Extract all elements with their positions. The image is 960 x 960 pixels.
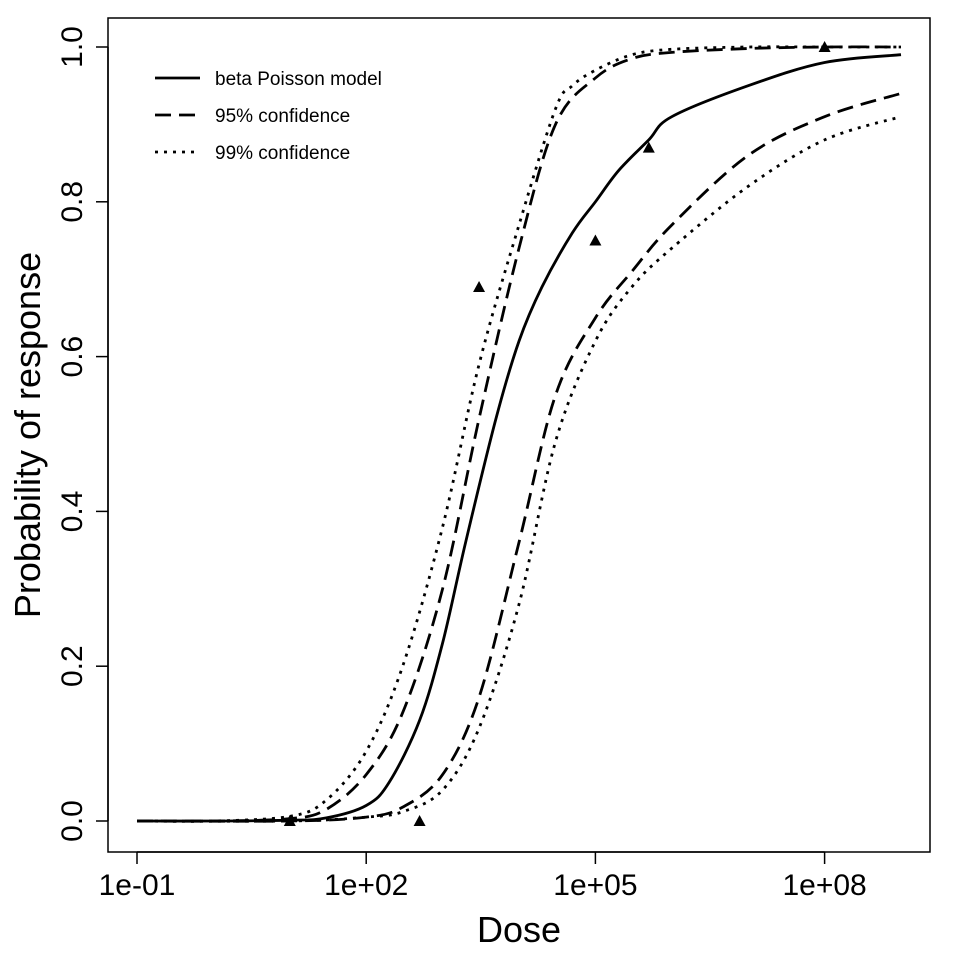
y-tick-label: 0.4 [56,491,89,533]
series-line-solid [136,53,902,823]
data-point-triangle [473,280,486,292]
series-line-dotted [136,45,901,823]
legend-label: beta Poisson model [215,69,382,90]
y-axis-title: Probability of response [7,252,48,618]
data-point-triangle [413,815,426,826]
y-tick-label: 0.0 [56,800,89,842]
legend-label: 99% confidence [215,143,350,164]
x-tick-label: 1e-01 [99,869,176,902]
series-line-dashed [136,45,902,823]
y-tick-label: 0.6 [56,336,89,378]
legend: beta Poisson model 95% confidence 99% conf… [155,69,382,164]
x-tick-label: 1e+05 [553,869,637,902]
y-tick-label: 0.2 [56,645,89,687]
y-tick-label: 1.0 [56,26,89,68]
series-line-dotted [136,115,902,823]
data-point-triangle [642,141,655,153]
y-tick-label: 0.8 [56,181,89,223]
x-tick-label: 1e+08 [782,869,866,902]
series-layer [136,45,902,823]
data-point-triangle [589,234,602,246]
x-axis: 1e-01 1e+02 1e+05 1e+08 [99,851,867,902]
data-point-triangle [818,41,831,52]
data-points [283,41,831,826]
legend-label: 95% confidence [215,106,350,127]
y-axis: 0.0 0.2 0.4 0.6 0.8 1.0 [56,26,109,842]
x-tick-label: 1e+02 [324,869,408,902]
data-point-triangle [283,815,296,826]
x-axis-title: Dose [477,909,561,950]
series-line-dashed [136,92,902,823]
